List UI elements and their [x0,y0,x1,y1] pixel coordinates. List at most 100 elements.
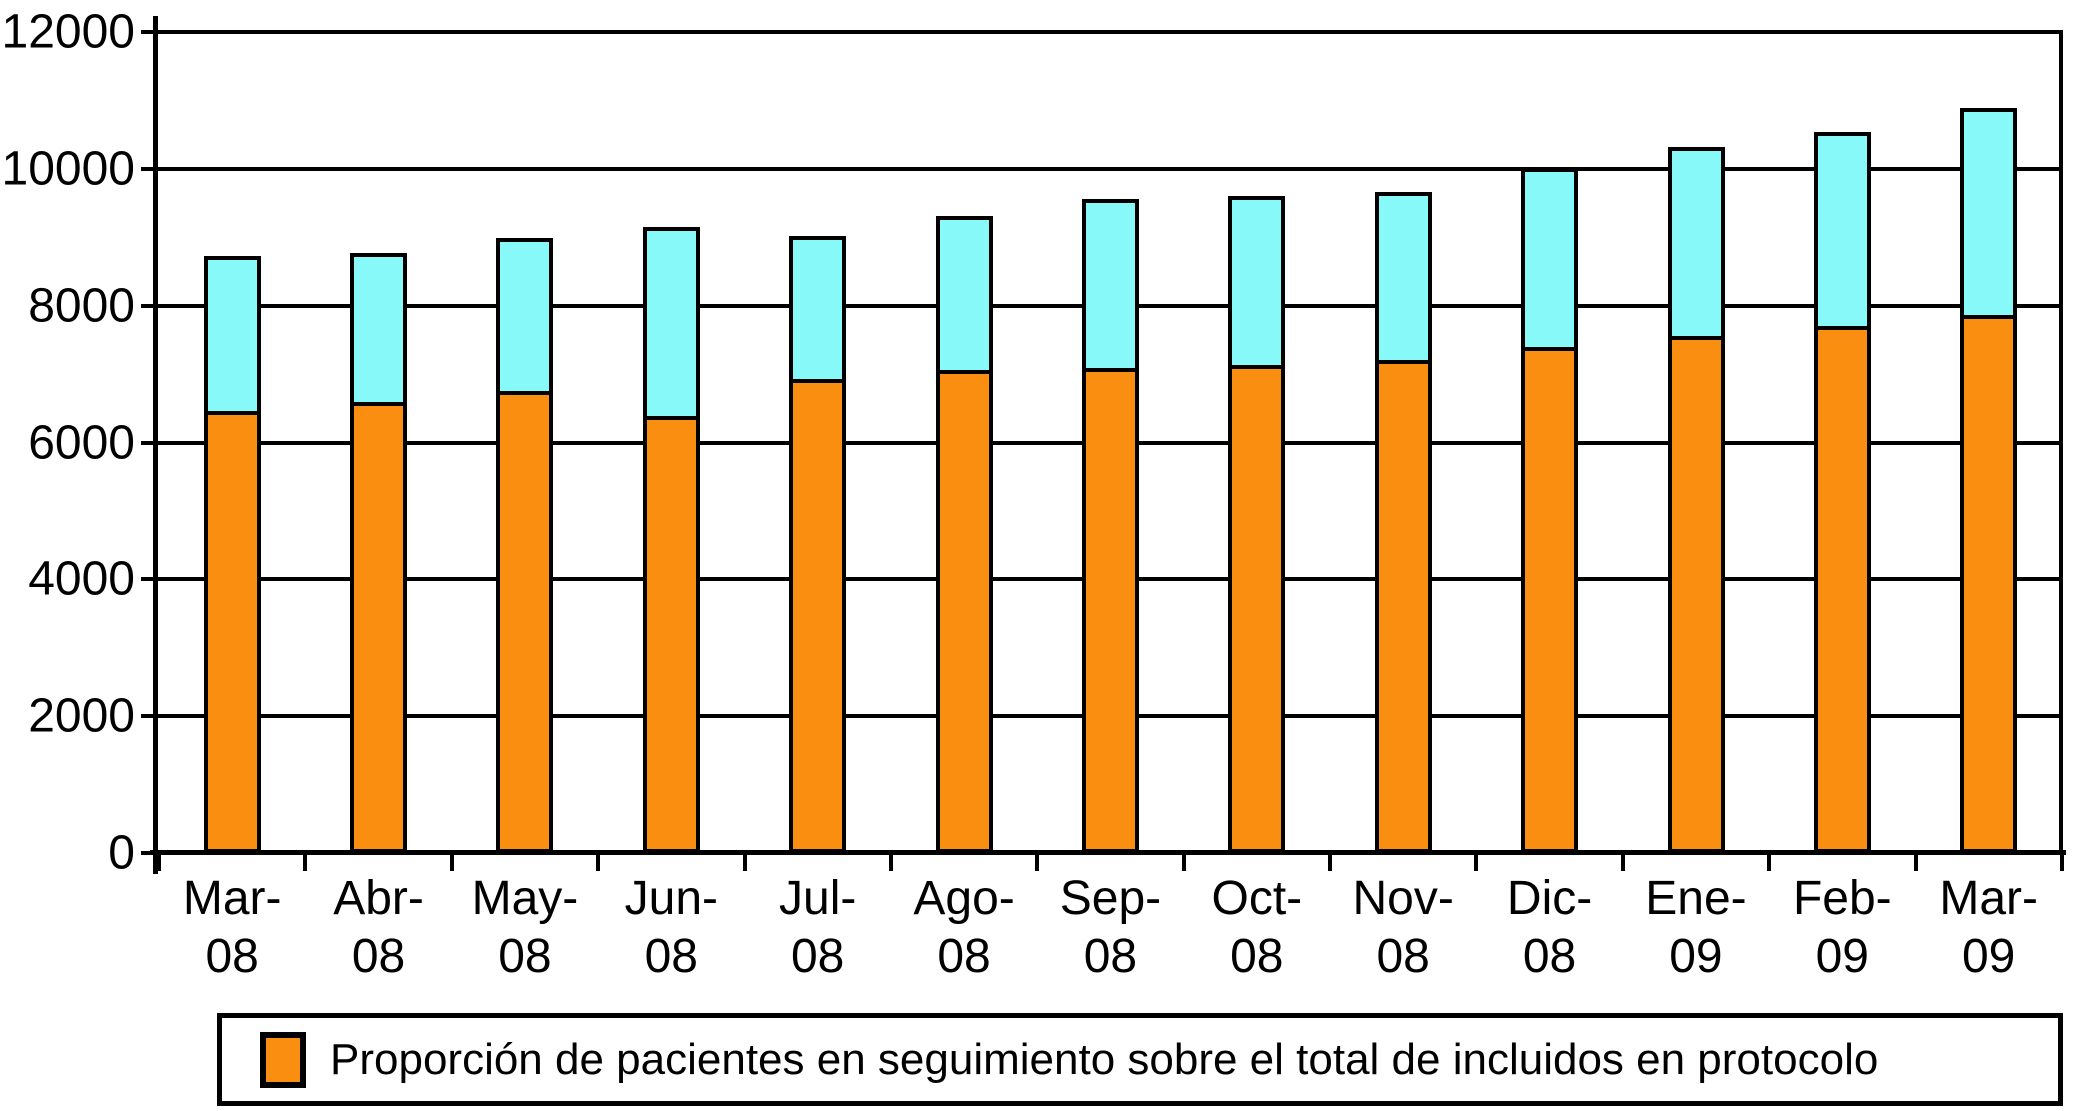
bar-jul-08 [745,32,891,853]
bar-segment-top [1521,168,1579,351]
x-axis-label-line: Dic- [1506,872,1593,925]
x-tick [1181,853,1186,871]
x-axis-label-line: 09 [1815,930,1869,983]
bar-abr-08 [305,32,451,853]
x-tick [1767,853,1772,871]
x-axis-labels: Mar- 08 Abr- 08 May- 08 Jun- 08 Jul- 08 Ago- 08 Sep-… [159,870,2062,986]
bar-segment-bottom [935,370,993,853]
bar-oct-08 [1184,32,1330,853]
x-axis-label: Abr- 08 [305,870,451,986]
y-axis-label: 8000 [28,279,135,333]
bar-segment-top [1667,147,1725,340]
bar [350,253,408,853]
bar-segment-top [789,236,847,383]
legend: Proporción de pacientes en seguimiento s… [217,1013,2063,1106]
x-axis-label-line: 08 [1522,930,1577,983]
x-axis-label-line: Abr- [333,872,424,925]
bar-ene-09 [1623,32,1769,853]
x-axis-label-line: Sep- [1059,872,1162,925]
bar [789,236,847,853]
x-axis-label: Jun- 08 [598,870,744,986]
x-axis-label-line: 08 [205,930,259,983]
bar-segment-top [203,256,261,415]
bar-segment-top [642,227,700,420]
bar-mar-08 [159,32,305,853]
x-tick [2060,853,2064,871]
x-axis-label-line: 09 [1669,930,1723,983]
x-axis-label-line: 08 [644,930,698,983]
x-axis-label-line: Jul- [779,872,857,925]
gridline [159,30,2062,34]
x-axis-label: Oct- 08 [1184,870,1330,986]
bar [1813,132,1871,853]
bar-nov-08 [1330,32,1476,853]
x-axis-label: Feb- 09 [1769,870,1915,986]
x-tick [596,853,601,871]
x-axis-label-line: Oct- [1211,872,1303,925]
x-tick [742,853,747,871]
bar [1521,168,1579,853]
x-tick [888,853,893,871]
y-axis-label: 0 [108,826,135,880]
x-axis-label-line: Ene- [1645,872,1747,925]
legend-swatch [260,1031,306,1088]
x-axis-label-line: 08 [1230,930,1284,983]
bar-sep-08 [1037,32,1183,853]
x-axis-label-line: Jun- [624,872,718,925]
x-axis-label: Sep- 08 [1037,870,1183,986]
x-axis-label-line: 08 [1376,930,1430,983]
bar [642,227,700,853]
x-axis-label-line: 08 [937,930,991,983]
x-axis-label-line: Ago- [913,872,1015,925]
x-axis-label-line: May- [471,872,579,925]
bar-segment-bottom [1228,365,1286,853]
x-axis-label: Ago- 08 [891,870,1037,986]
bar-jun-08 [598,32,744,853]
y-axis-label: 12000 [1,5,135,59]
bar-segment-top [350,253,408,406]
x-axis-label-line: 09 [1961,930,2016,983]
x-tick [1620,853,1625,871]
x-axis-label-line: 08 [790,930,845,983]
bar-segment-bottom [1813,326,1871,853]
x-tick [1913,853,1918,871]
bar [1374,192,1432,853]
x-axis-line [150,850,2066,855]
bar-segment-bottom [1081,368,1139,853]
bar [1667,147,1725,853]
bar-segment-bottom [350,402,408,853]
x-axis-label: Mar- 08 [159,870,305,986]
bar [496,238,554,853]
x-tick [1474,853,1479,871]
bar-feb-09 [1769,32,1915,853]
x-axis-label-line: Feb- [1792,872,1892,925]
bar-segment-bottom [1521,347,1579,853]
y-axis-label: 10000 [1,142,135,196]
x-axis-label-line: 08 [351,930,406,983]
y-axis-line [153,16,158,874]
x-axis-label: Mar- 09 [1916,870,2062,986]
y-tick [141,303,159,308]
gridline [159,166,2062,171]
bar-segment-bottom [1960,315,2018,853]
x-tick [303,853,308,871]
bar-segment-top [496,238,554,395]
bar-segment-top [1960,108,2018,319]
bar-segment-bottom [789,379,847,853]
x-axis-label-line: Nov- [1352,872,1454,925]
x-axis-label: Jul- 08 [745,870,891,986]
bar [935,216,993,853]
y-axis-label: 6000 [28,416,135,469]
bar-segment-top [935,216,993,374]
bar-segment-bottom [203,411,261,853]
bar-segment-bottom [496,391,554,853]
x-axis-label-line: Mar- [1939,872,2039,925]
y-tick [141,440,159,445]
y-axis-label: 4000 [28,552,135,606]
plot-right-border [2059,30,2063,855]
bar-segment-top [1228,196,1286,369]
x-axis-label: May- 08 [452,870,598,986]
x-axis-label-line: 08 [498,930,552,983]
bar-may-08 [452,32,598,853]
